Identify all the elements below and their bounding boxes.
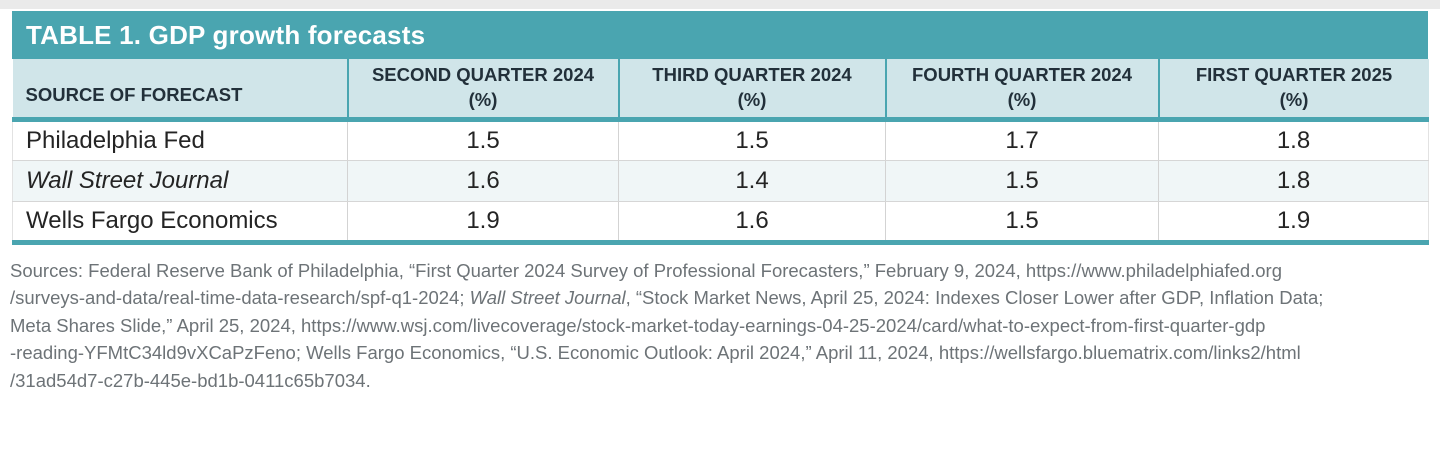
table-row: Wall Street Journal 1.6 1.4 1.5 1.8 bbox=[12, 160, 1429, 202]
value-cell: 1.7 bbox=[885, 119, 1159, 161]
value-cell: 1.6 bbox=[618, 201, 886, 245]
source-cell: Philadelphia Fed bbox=[12, 119, 348, 161]
value-cell: 1.5 bbox=[885, 160, 1159, 202]
table-row: Wells Fargo Economics 1.9 1.6 1.5 1.9 bbox=[12, 201, 1429, 245]
value-cell: 1.6 bbox=[347, 160, 619, 202]
table-title: TABLE 1. GDP growth forecasts bbox=[26, 19, 426, 50]
table-row: Philadelphia Fed 1.5 1.5 1.7 1.8 bbox=[12, 119, 1429, 161]
gdp-forecasts-table-block: TABLE 1. GDP growth forecasts SOURCE OF … bbox=[12, 11, 1429, 245]
sources-note: Sources: Federal Reserve Bank of Philade… bbox=[10, 257, 1430, 395]
value-cell: 1.5 bbox=[618, 119, 886, 161]
column-header: SECOND QUARTER 2024 (%) bbox=[346, 59, 619, 122]
value-cell: 1.5 bbox=[347, 119, 619, 161]
source-cell: Wells Fargo Economics bbox=[12, 201, 348, 245]
column-header: THIRD QUARTER 2024 (%) bbox=[617, 59, 886, 122]
value-cell: 1.8 bbox=[1158, 119, 1429, 161]
value-cell: 1.9 bbox=[1158, 201, 1429, 245]
column-header: FOURTH QUARTER 2024 (%) bbox=[884, 59, 1159, 122]
table-title-bar: TABLE 1. GDP growth forecasts bbox=[12, 11, 1428, 59]
gdp-forecasts-table: SOURCE OF FORECAST SECOND QUARTER 2024 (%)… bbox=[12, 59, 1429, 245]
value-cell: 1.5 bbox=[885, 201, 1159, 245]
sources-line: -reading-YFMtC34ld9vXCaPzFeno; Wells Far… bbox=[10, 342, 1301, 363]
source-cell: Wall Street Journal bbox=[12, 160, 348, 202]
value-cell: 1.8 bbox=[1158, 160, 1429, 202]
sources-line: Meta Shares Slide,” April 25, 2024, http… bbox=[10, 314, 1266, 336]
value-cell: 1.9 bbox=[347, 201, 619, 245]
column-header: SOURCE OF FORECAST bbox=[12, 59, 348, 122]
table-header-row: SOURCE OF FORECAST SECOND QUARTER 2024 (%)… bbox=[12, 59, 1429, 122]
column-header: FIRST QUARTER 2025 (%) bbox=[1157, 59, 1429, 122]
page-top-strip bbox=[0, 0, 1440, 9]
sources-line: /surveys-and-data/real-time-data-researc… bbox=[10, 287, 1324, 308]
sources-line: Sources: Federal Reserve Bank of Philade… bbox=[10, 259, 1282, 281]
table-body: Philadelphia Fed 1.5 1.5 1.7 1.8 Wall Street … bbox=[12, 119, 1429, 245]
sources-line: /31ad54d7-c27b-445e-bd1b-0411c65b7034. bbox=[10, 369, 371, 391]
value-cell: 1.4 bbox=[618, 160, 886, 202]
